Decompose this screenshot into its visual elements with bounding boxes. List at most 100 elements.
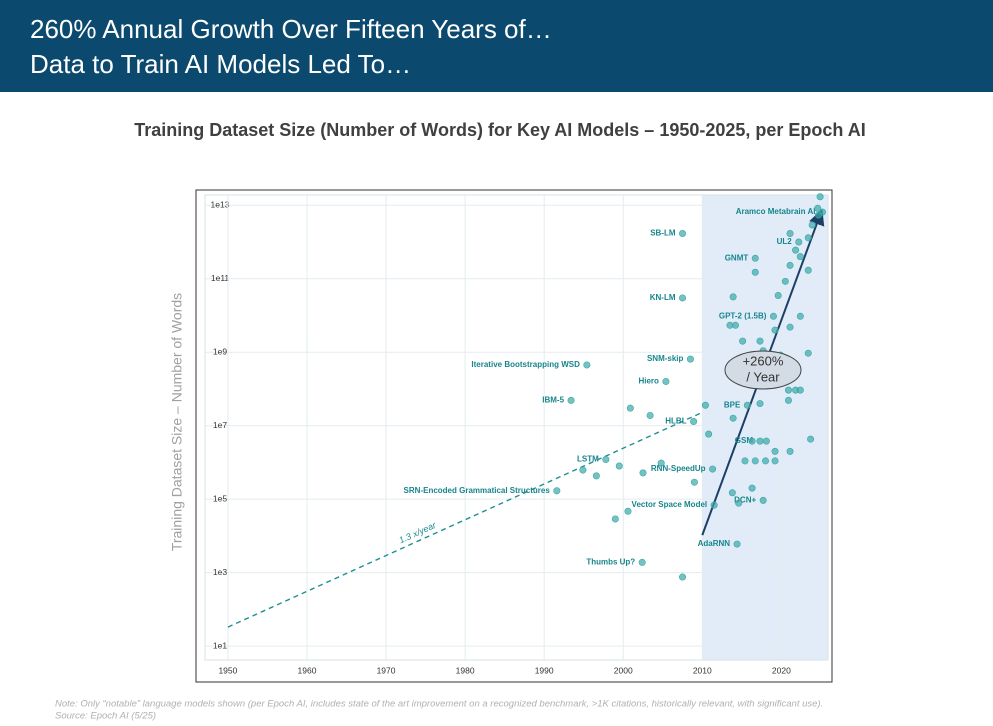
data-point xyxy=(771,326,779,334)
data-point xyxy=(611,515,619,523)
point-label: Iterative Bootstrapping WSD xyxy=(471,360,580,369)
data-point xyxy=(795,238,803,246)
point-label: HLBL xyxy=(665,417,686,426)
x-tick-label: 1980 xyxy=(456,665,475,675)
data-point xyxy=(804,234,812,242)
data-point xyxy=(762,437,770,445)
data-point xyxy=(729,293,737,301)
data-point xyxy=(690,478,698,486)
data-point xyxy=(579,466,587,474)
data-point xyxy=(735,499,743,507)
data-point xyxy=(796,253,804,261)
y-tick-label: 1e11 xyxy=(211,273,230,283)
point-label: GNMT xyxy=(725,253,749,262)
plot-border xyxy=(204,194,829,661)
point-label: RNN-SpeedUp xyxy=(651,464,706,473)
plot: 1e1 1e3 1e5 1e7 1e9 1e11 1e13 1950 1960 1970 1980 1… xyxy=(204,193,829,675)
data-point xyxy=(771,447,779,455)
y-tick-label: 1e13 xyxy=(211,199,230,209)
point-label: Vector Space Model xyxy=(632,500,708,509)
data-point xyxy=(804,349,812,357)
data-point xyxy=(710,501,718,509)
data-point xyxy=(814,204,822,212)
data-point xyxy=(756,337,764,345)
data-point xyxy=(709,465,717,473)
point-label: KN-LM xyxy=(650,293,676,302)
header-bar xyxy=(0,0,993,92)
data-point xyxy=(624,507,632,515)
point-label: BPE xyxy=(724,400,741,409)
point-label: SB-LM xyxy=(650,229,676,238)
data-point xyxy=(769,312,777,320)
callout-text: / Year xyxy=(746,369,780,384)
point-label: Thumbs Up? xyxy=(586,558,635,567)
y-axis-label: Training Dataset Size – Number of Words xyxy=(169,293,185,551)
data-point xyxy=(796,312,804,320)
point-label: GSM xyxy=(735,436,754,445)
data-point xyxy=(748,437,756,445)
data-point xyxy=(731,321,739,329)
y-tick-label: 1e5 xyxy=(213,493,227,503)
data-point xyxy=(759,496,767,504)
callout-text: +260% xyxy=(743,353,784,368)
data-point xyxy=(804,266,812,274)
data-point xyxy=(553,487,561,495)
data-point xyxy=(815,211,823,219)
data-point xyxy=(751,268,759,276)
data-point xyxy=(781,277,789,285)
y-tick-label: 1e3 xyxy=(213,567,227,577)
data-point xyxy=(639,469,647,477)
data-point xyxy=(816,193,824,201)
chart-title: Training Dataset Size (Number of Words) … xyxy=(134,120,866,140)
point-label: UL2 xyxy=(777,237,793,246)
data-point xyxy=(679,294,687,302)
data-point xyxy=(751,254,759,262)
data-point xyxy=(733,540,741,548)
x-tick-label: 2020 xyxy=(772,665,791,675)
callout-ellipse xyxy=(724,350,802,390)
data-point xyxy=(583,361,591,369)
footnote: Source: Epoch AI (5/25) xyxy=(55,711,156,721)
trend-line xyxy=(227,411,703,628)
data-point xyxy=(748,484,756,492)
data-point xyxy=(807,435,815,443)
data-point xyxy=(784,386,792,394)
data-point xyxy=(771,457,779,465)
data-point xyxy=(756,437,764,445)
data-point xyxy=(774,291,782,299)
data-point xyxy=(792,246,800,254)
data-point xyxy=(741,457,749,465)
data-point xyxy=(786,323,794,331)
data-point xyxy=(662,377,670,385)
data-point xyxy=(690,418,698,426)
y-tick-label: 1e7 xyxy=(213,420,227,430)
point-label: AdaRNN xyxy=(698,539,731,548)
data-point xyxy=(679,573,687,581)
data-point xyxy=(728,489,736,497)
data-point xyxy=(615,462,623,470)
data-point xyxy=(796,386,804,394)
data-point xyxy=(808,221,816,229)
data-point xyxy=(729,414,737,422)
data-point xyxy=(705,430,713,438)
point-label: IBM-5 xyxy=(542,395,564,404)
data-point xyxy=(602,456,610,464)
point-label: SRN-Encoded Grammatical Structures xyxy=(404,486,551,495)
data-point xyxy=(646,411,654,419)
point-label: Aramco Metabrain AI xyxy=(736,207,816,216)
point-label: Hiero xyxy=(638,377,659,386)
data-point xyxy=(784,396,792,404)
data-point xyxy=(762,457,770,465)
header-title: 260% Annual Growth Over Fifteen Years of… xyxy=(30,14,552,44)
point-label: LSTM xyxy=(577,455,599,464)
point-label: GPT-2 (1.5B) xyxy=(719,311,767,320)
data-point xyxy=(701,401,709,409)
data-point xyxy=(786,230,794,238)
header-title: Data to Train AI Models Led To… xyxy=(30,49,411,79)
data-point xyxy=(751,457,759,465)
data-point xyxy=(686,355,694,363)
data-point xyxy=(592,472,600,480)
x-tick-label: 1970 xyxy=(377,665,396,675)
data-point xyxy=(657,459,665,467)
